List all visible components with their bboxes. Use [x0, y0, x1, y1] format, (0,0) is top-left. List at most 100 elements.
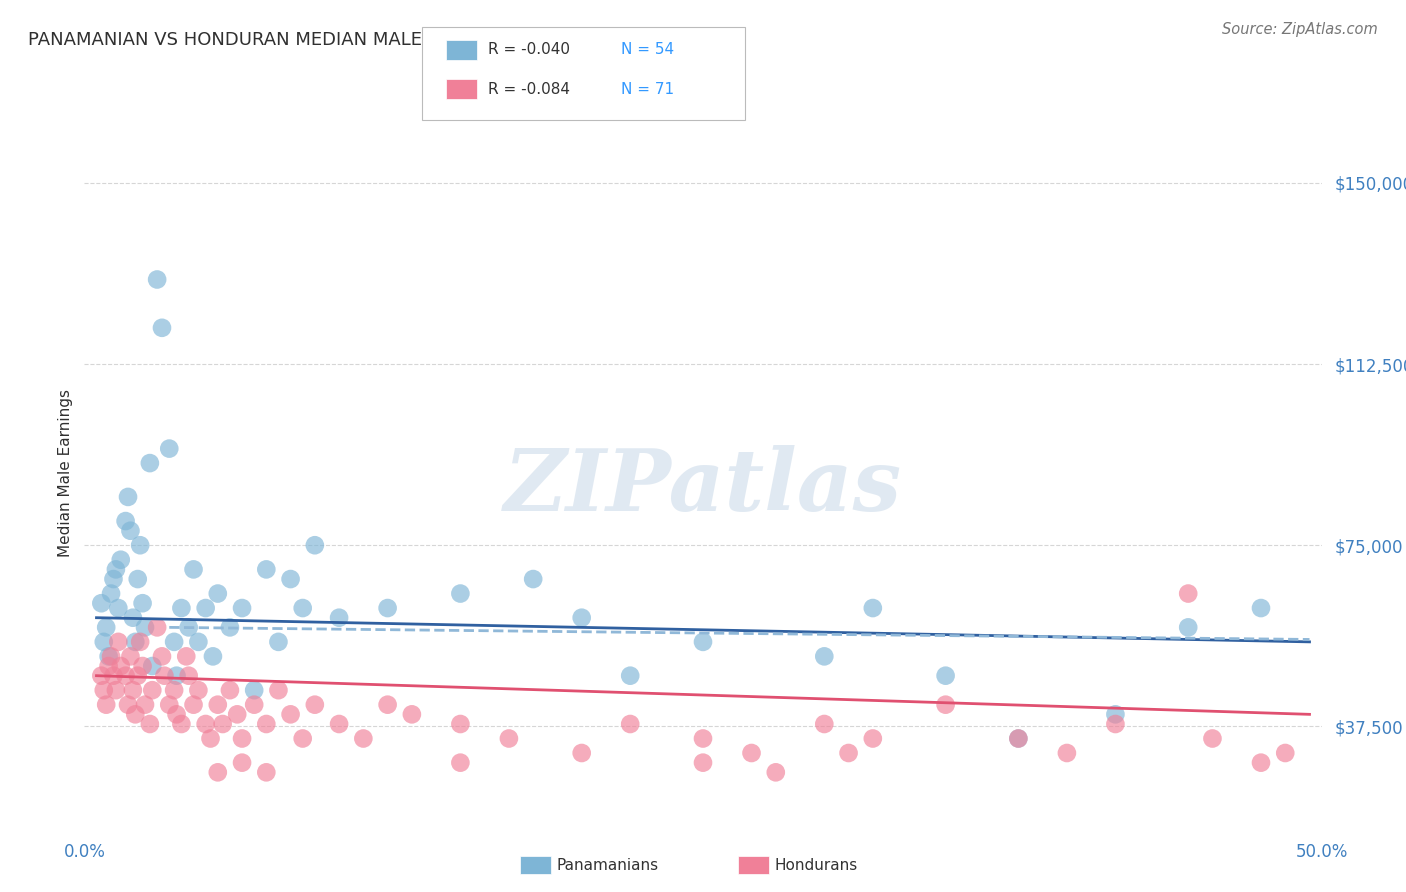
Point: [103, 669, 125, 683]
Point: [254, 717, 277, 731]
Point: [254, 562, 277, 576]
Point: [291, 601, 314, 615]
Text: R = -0.040: R = -0.040: [488, 43, 569, 57]
Point: [267, 635, 290, 649]
Point: [122, 611, 145, 625]
Point: [813, 717, 835, 731]
Point: [1274, 746, 1296, 760]
Point: [207, 586, 229, 600]
Text: 0.0%: 0.0%: [63, 843, 105, 861]
Point: [231, 731, 253, 746]
Point: [93, 683, 115, 698]
Point: [170, 717, 193, 731]
Point: [183, 698, 205, 712]
Text: Panamanians: Panamanians: [557, 858, 659, 872]
Point: [765, 765, 787, 780]
Point: [280, 572, 302, 586]
Text: N = 54: N = 54: [621, 43, 675, 57]
Point: [449, 717, 471, 731]
Point: [692, 731, 714, 746]
Point: [935, 669, 957, 683]
Point: [200, 731, 222, 746]
Point: [201, 649, 224, 664]
Point: [131, 596, 153, 610]
Point: [100, 586, 122, 600]
Point: [166, 707, 188, 722]
Point: [813, 649, 835, 664]
Point: [166, 669, 188, 683]
Point: [571, 611, 593, 625]
Point: [117, 698, 139, 712]
Point: [104, 562, 127, 576]
Point: [174, 649, 197, 664]
Point: [110, 552, 132, 567]
Point: [187, 635, 209, 649]
Point: [134, 620, 156, 634]
Text: R = -0.084: R = -0.084: [488, 82, 569, 96]
Point: [170, 601, 193, 615]
Point: [280, 707, 302, 722]
Text: 50.0%: 50.0%: [1295, 843, 1348, 861]
Point: [122, 683, 145, 698]
Point: [862, 601, 884, 615]
Point: [231, 601, 253, 615]
Point: [163, 635, 186, 649]
Point: [935, 698, 957, 712]
Point: [226, 707, 249, 722]
Point: [134, 698, 156, 712]
Point: [1201, 731, 1223, 746]
Point: [120, 524, 142, 538]
Point: [124, 635, 146, 649]
Point: [1056, 746, 1078, 760]
Point: [692, 756, 714, 770]
Point: [692, 635, 714, 649]
Point: [96, 620, 118, 634]
Point: [141, 659, 163, 673]
Point: [231, 756, 253, 770]
Point: [139, 717, 162, 731]
Point: [139, 456, 162, 470]
Point: [120, 649, 142, 664]
Point: [124, 707, 146, 722]
Point: [449, 756, 471, 770]
Point: [187, 683, 209, 698]
Point: [207, 698, 229, 712]
Point: [304, 698, 326, 712]
Point: [1104, 707, 1126, 722]
Point: [1250, 601, 1272, 615]
Point: [254, 765, 277, 780]
Point: [304, 538, 326, 552]
Point: [267, 683, 290, 698]
Point: [90, 669, 112, 683]
Point: [219, 620, 242, 634]
Y-axis label: Median Male Earnings: Median Male Earnings: [58, 389, 73, 557]
Point: [141, 683, 163, 698]
Point: [153, 669, 176, 683]
Point: [104, 683, 127, 698]
Point: [127, 572, 149, 586]
Point: [498, 731, 520, 746]
Point: [1007, 731, 1029, 746]
Point: [838, 746, 860, 760]
Point: [1250, 756, 1272, 770]
Text: N = 71: N = 71: [621, 82, 675, 96]
Point: [194, 601, 217, 615]
Point: [449, 586, 471, 600]
Text: ZIPatlas: ZIPatlas: [503, 445, 903, 528]
Point: [131, 659, 153, 673]
Point: [110, 659, 132, 673]
Point: [377, 698, 399, 712]
Text: Hondurans: Hondurans: [775, 858, 858, 872]
Point: [129, 538, 152, 552]
Point: [107, 601, 129, 615]
Point: [328, 611, 350, 625]
Point: [114, 669, 136, 683]
Point: [157, 698, 180, 712]
Point: [619, 669, 641, 683]
Point: [194, 717, 217, 731]
Point: [291, 731, 314, 746]
Point: [243, 683, 266, 698]
Point: [103, 572, 125, 586]
Point: [243, 698, 266, 712]
Point: [146, 620, 169, 634]
